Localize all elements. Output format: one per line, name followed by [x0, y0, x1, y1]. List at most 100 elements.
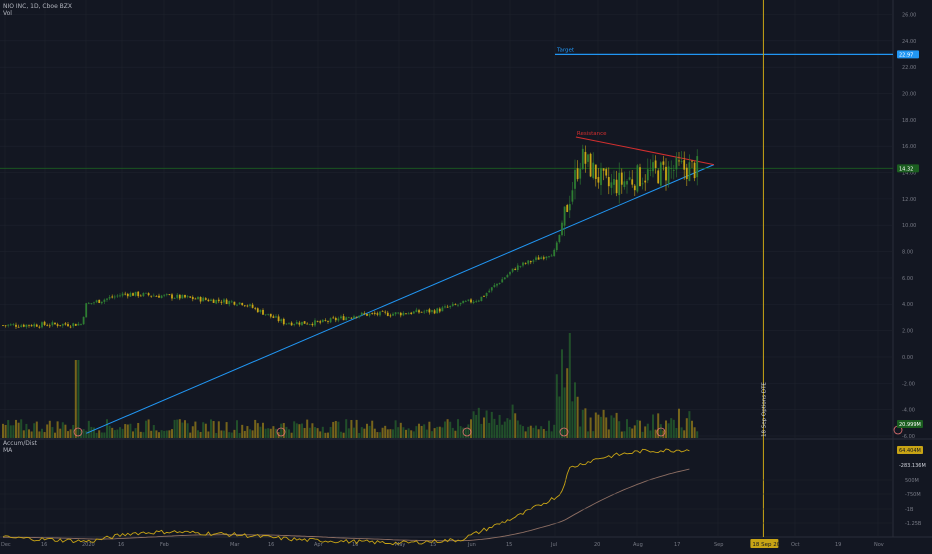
candle-body	[285, 323, 288, 325]
candle-body	[498, 283, 501, 284]
candle-body	[405, 313, 407, 315]
candle-body	[379, 311, 381, 316]
volume-bar	[137, 422, 140, 438]
volume-bar	[212, 421, 215, 438]
candle-body	[522, 262, 524, 266]
candle-body	[230, 301, 233, 303]
candle-body	[272, 316, 275, 318]
candle-body	[519, 265, 522, 267]
symbol-legend[interactable]: NIO INC, 1D, Cboe BZX Vol	[3, 3, 72, 17]
volume-bar	[93, 427, 95, 438]
volume-bar	[308, 427, 311, 438]
volume-bar	[402, 427, 405, 438]
candle-body	[646, 169, 649, 181]
volume-bar	[519, 424, 522, 438]
candle-body	[137, 291, 140, 297]
candle-body	[119, 295, 121, 297]
volume-bar	[667, 423, 670, 438]
price-tick-label: -4.00	[902, 408, 915, 414]
volume-bar	[228, 432, 231, 438]
candle-body	[597, 177, 600, 183]
last-price-badge-bg	[897, 164, 919, 173]
volume-bar	[696, 431, 699, 438]
volume-bar	[399, 422, 402, 438]
candle-body	[363, 313, 366, 315]
candle-body	[152, 295, 155, 297]
candle-body	[15, 324, 17, 327]
volume-bar	[581, 409, 584, 438]
volume-bar	[28, 429, 30, 438]
candle-body	[197, 296, 199, 300]
volume-bar	[405, 429, 407, 438]
volume-bar	[480, 423, 483, 438]
candle-body	[28, 324, 30, 326]
candle-body	[472, 301, 475, 303]
candle-body	[194, 298, 197, 300]
price-tick-label: -6.00	[902, 434, 915, 440]
candle-body	[324, 320, 327, 321]
volume-bar	[178, 419, 181, 438]
candle-body	[243, 305, 246, 307]
candle-body	[631, 179, 634, 185]
volume-bar	[90, 426, 93, 438]
candle-body	[2, 325, 4, 327]
volume-bar	[48, 420, 51, 438]
time-tick-label: Jul	[550, 542, 557, 548]
candle-body	[189, 296, 192, 298]
volume-bar	[662, 430, 665, 438]
volume-bar	[397, 427, 400, 438]
candle-body	[394, 312, 397, 315]
candle-body	[90, 302, 93, 304]
time-tick-label: 17	[674, 542, 680, 548]
time-tick-label: 20	[594, 542, 600, 548]
candle-body	[41, 322, 43, 328]
volume-bar	[366, 423, 368, 438]
volume-bar	[2, 423, 4, 438]
price-tick-label: 12.00	[902, 197, 916, 203]
indicator-legend[interactable]: Accum/Dist MA	[3, 440, 37, 454]
volume-bar	[337, 421, 340, 438]
candle-body	[301, 321, 303, 326]
candle-body	[215, 299, 218, 304]
candle-body	[72, 323, 75, 327]
candle-body	[412, 311, 415, 314]
candle-body	[264, 314, 267, 316]
candle-body	[280, 319, 283, 322]
candle-body	[628, 177, 631, 180]
volume-bar	[410, 430, 413, 438]
candle-body	[38, 326, 41, 328]
volume-bar	[129, 423, 132, 438]
indicator-tick-label: -1.25B	[905, 521, 922, 527]
candle-body	[503, 277, 506, 280]
candle-body	[93, 302, 95, 304]
candle-body	[428, 309, 431, 313]
volume-bar	[355, 419, 358, 438]
candle-body	[659, 162, 662, 186]
candle-body	[233, 301, 236, 305]
candle-body	[98, 299, 101, 303]
candle-body	[459, 302, 462, 305]
candle-body	[176, 294, 179, 298]
candle-body	[506, 274, 509, 278]
volume-bar	[535, 425, 537, 438]
volume-bar	[225, 422, 228, 438]
indicator-tick-label: -1B	[905, 507, 914, 513]
time-tick-label: Apr	[314, 542, 324, 548]
candle-body	[589, 153, 592, 177]
candle-body	[464, 301, 467, 302]
time-tick-label: Jun	[467, 542, 476, 548]
volume-bar	[394, 420, 397, 438]
time-tick-label: 16	[352, 542, 358, 548]
volume-bar	[204, 423, 207, 438]
candle-body	[217, 299, 220, 302]
volume-bar	[72, 424, 75, 438]
volume-bar	[67, 431, 69, 438]
volume-bar	[327, 432, 329, 438]
candle-body	[672, 170, 675, 171]
volume-bar	[134, 428, 137, 438]
volume-bar	[576, 396, 579, 438]
volume-bar	[41, 428, 43, 438]
time-tick-label: Sep	[714, 542, 723, 548]
